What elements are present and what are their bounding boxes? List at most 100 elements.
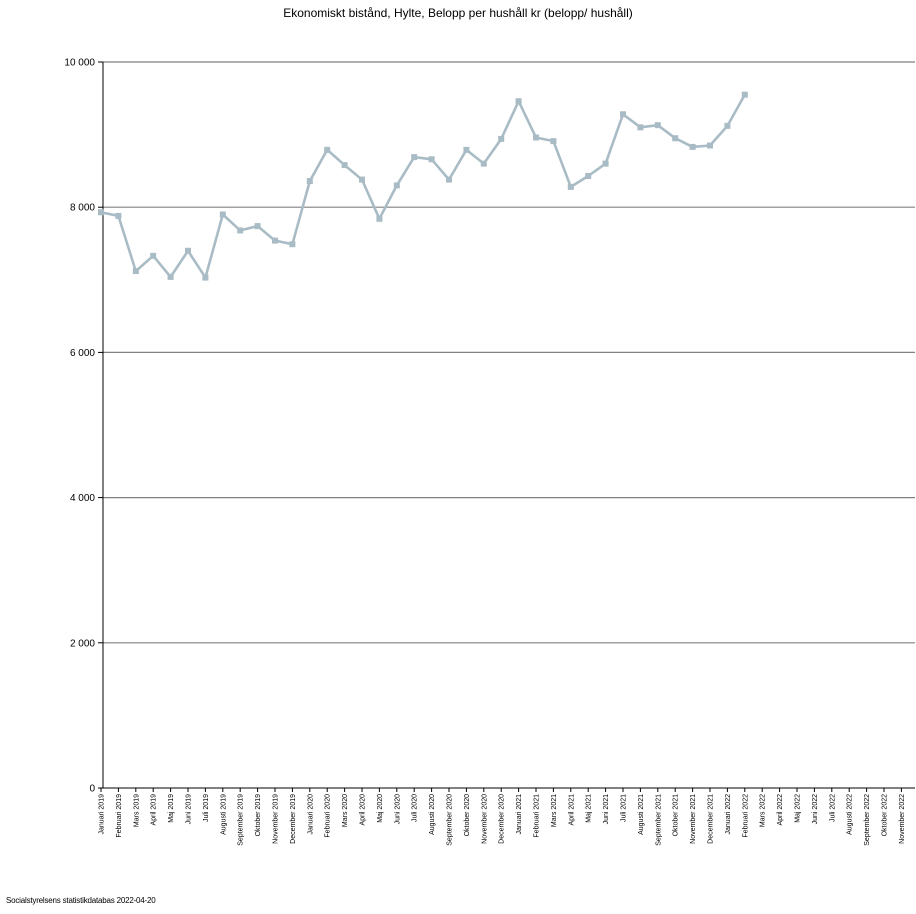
data-point	[115, 212, 122, 219]
data-point	[237, 227, 244, 234]
data-point	[359, 176, 365, 183]
x-tick-label: Januari 2020	[307, 794, 314, 835]
source-note: Socialstyrelsens statistikdatabas 2022-0…	[6, 896, 156, 905]
data-point	[324, 146, 331, 153]
x-tick-label: April 2019	[151, 794, 158, 826]
x-tick-label: Mars 2021	[551, 794, 558, 827]
data-point	[411, 154, 418, 161]
x-tick-label: Augusti 2019	[220, 794, 227, 835]
y-tick-label: 2 000	[70, 638, 95, 649]
gridlines	[103, 61, 915, 644]
data-point	[98, 209, 104, 216]
data-point	[741, 91, 748, 98]
x-tick-label: Mars 2019	[133, 794, 140, 827]
data-point	[585, 172, 592, 179]
x-tick-label: April 2021	[568, 794, 575, 826]
x-tick-label: Maj 2021	[586, 794, 593, 823]
x-tick-label: Januari 2021	[516, 794, 523, 835]
data-point	[620, 111, 626, 118]
x-tick-label: Juni 2019	[186, 794, 193, 824]
x-tick-label: Juli 2022	[829, 794, 836, 822]
x-tick-labels: Januari 2019 Februari 2019 Mars 2019 April …	[99, 794, 906, 846]
series-line	[100, 94, 746, 279]
data-point	[185, 247, 191, 254]
data-point	[550, 138, 557, 145]
data-point	[602, 160, 609, 167]
x-tick-label: Augusti 2020	[429, 794, 436, 835]
x-tick-label: Februari 2019	[116, 794, 123, 838]
data-point	[515, 98, 522, 105]
x-tick-label: Maj 2020	[377, 794, 384, 823]
data-point	[480, 160, 487, 167]
data-point	[654, 122, 661, 129]
x-tick-label: Januari 2022	[725, 794, 732, 835]
data-point	[446, 176, 452, 183]
data-point	[637, 124, 644, 131]
x-tick-label: December 2020	[499, 794, 506, 844]
data-point	[341, 162, 348, 169]
x-tick-label: Mars 2022	[760, 794, 767, 827]
data-point	[132, 268, 139, 275]
data-point	[306, 178, 313, 185]
y-tick-label: 8 000	[70, 203, 95, 214]
x-tick-label: Oktober 2020	[464, 794, 471, 837]
x-tick-label: September 2021	[655, 794, 662, 846]
data-point	[219, 211, 226, 218]
x-tick-label: December 2021	[708, 794, 715, 844]
data-point	[498, 135, 505, 142]
y-tick-label: 6 000	[70, 348, 95, 359]
x-tick-label: Maj 2019	[168, 794, 175, 823]
x-tick-label: Juli 2019	[203, 794, 210, 822]
x-tick-label: Februari 2022	[742, 794, 749, 838]
data-point	[167, 273, 174, 280]
x-tick-label: November 2019	[273, 794, 280, 844]
series-points	[98, 91, 748, 281]
data-point	[672, 135, 679, 142]
data-point	[567, 183, 574, 190]
x-tick-label: Februari 2021	[534, 794, 541, 838]
data-point	[376, 215, 383, 222]
data-point	[202, 274, 209, 281]
x-tick-label: Oktober 2021	[673, 794, 680, 837]
data-point	[533, 134, 539, 141]
data-point	[272, 237, 278, 244]
y-tick-label: 0	[89, 784, 95, 795]
x-tick-label: Juli 2020	[412, 794, 419, 822]
x-tick-label: November 2020	[481, 794, 488, 844]
data-point	[707, 142, 713, 149]
axes	[98, 61, 915, 792]
chart-title: Ekonomiskt bistånd, Hylte, Belopp per hu…	[283, 6, 633, 20]
x-tick-label: April 2020	[360, 794, 367, 826]
series-line-path	[100, 94, 746, 279]
data-point	[724, 122, 731, 129]
x-tick-label: Oktober 2022	[882, 794, 889, 837]
x-tick-label: Juni 2022	[812, 794, 819, 824]
x-tick-label: Juni 2021	[603, 794, 610, 824]
data-point	[689, 143, 696, 150]
x-tick-label: September 2019	[238, 794, 245, 846]
x-tick-label: Mars 2020	[342, 794, 349, 827]
x-tick-label: Oktober 2019	[255, 794, 262, 837]
x-tick-label: Januari 2019	[99, 794, 106, 835]
x-tick-label: Juli 2021	[621, 794, 628, 822]
data-point	[463, 146, 470, 153]
x-tick-label: Augusti 2021	[638, 794, 645, 835]
x-tick-label: September 2022	[864, 794, 871, 846]
data-point	[150, 252, 157, 259]
x-tick-label: November 2022	[899, 794, 906, 844]
x-tick-label: Februari 2020	[325, 794, 332, 838]
data-point	[393, 182, 400, 189]
data-point	[289, 241, 296, 248]
y-tick-label: 10 000	[64, 58, 95, 69]
x-tick-label: Juni 2020	[394, 794, 401, 824]
x-tick-label: Augusti 2022	[847, 794, 854, 835]
y-tick-label: 4 000	[70, 493, 95, 504]
x-tick-label: April 2022	[777, 794, 784, 826]
x-tick-label: September 2020	[447, 794, 454, 846]
y-tick-labels: 0 2 000 4 000 6 000 8 000 10 000	[64, 58, 95, 795]
data-point	[428, 156, 435, 163]
x-tick-label: Maj 2022	[795, 794, 802, 823]
x-tick-label: December 2019	[290, 794, 297, 844]
x-tick-label: November 2021	[690, 794, 697, 844]
